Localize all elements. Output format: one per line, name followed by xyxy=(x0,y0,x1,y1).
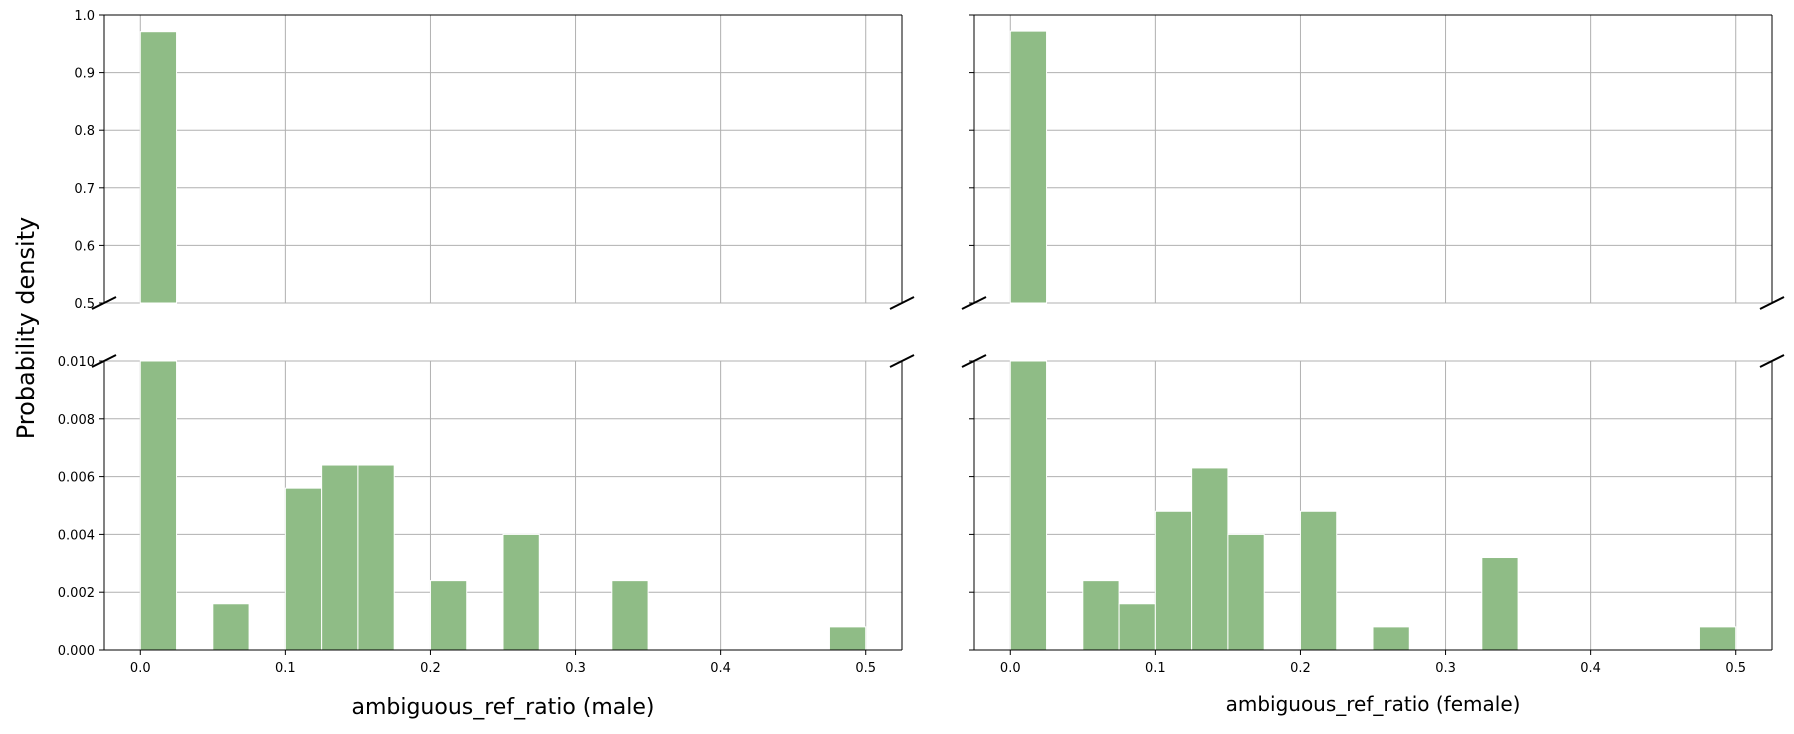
axis-break-mark xyxy=(1759,296,1785,310)
histogram-bar xyxy=(1299,510,1338,651)
left-bottom-axes: 0.000 0.002 0.004 0.006 0.008 0.010 xyxy=(58,354,915,659)
x-tick-label: 0.5 xyxy=(1725,661,1746,676)
histogram-bar xyxy=(828,626,867,651)
axis-break-mark xyxy=(961,354,987,368)
x-tick-label: 0.0 xyxy=(1000,661,1021,676)
histogram-bar xyxy=(1082,580,1120,651)
y-tick-label: 0.008 xyxy=(58,413,95,428)
histogram-bar xyxy=(1698,626,1737,651)
y-tick-label: 0.000 xyxy=(58,644,95,659)
y-tick-label: 0.6 xyxy=(74,239,95,254)
x-axis-label: ambiguous_ref_ratio (female) xyxy=(1226,692,1521,716)
histogram-bar xyxy=(1481,557,1519,651)
x-tick-label: 0.3 xyxy=(1435,661,1456,676)
histogram-bar xyxy=(357,464,395,651)
y-axis-label: Probability density xyxy=(12,217,40,440)
histogram-bar xyxy=(502,533,540,651)
x-tick-label: 0.2 xyxy=(1290,661,1311,676)
histogram-bar xyxy=(1118,603,1156,651)
right-top-axes xyxy=(961,14,1785,310)
x-tick-label: 0.5 xyxy=(855,661,876,676)
histogram-bar xyxy=(1227,533,1265,651)
y-tick-label: 0.010 xyxy=(58,355,95,370)
x-tick-label: 0.0 xyxy=(130,661,151,676)
histogram-bar xyxy=(139,31,178,304)
axis-break-mark xyxy=(889,296,915,310)
y-tick-label: 0.7 xyxy=(74,182,95,197)
histogram-bar xyxy=(429,580,468,651)
y-tick-label: 0.8 xyxy=(74,124,95,139)
left-top-axes: 0.5 0.6 0.7 0.8 0.9 1.0 xyxy=(74,9,915,312)
histogram-bar xyxy=(1191,467,1229,651)
axis-break-mark xyxy=(889,354,915,368)
panels-group: 0.50.60.70.80.91.00.0000.0020.0040.0060.… xyxy=(58,9,1785,720)
y-tick-label: 0.9 xyxy=(74,67,95,82)
x-axis-label: ambiguous_ref_ratio (male) xyxy=(351,695,654,720)
histogram-bar xyxy=(139,360,178,651)
panel-left: 0.50.60.70.80.91.00.0000.0020.0040.0060.… xyxy=(58,9,915,720)
histogram-bar xyxy=(1009,30,1048,304)
right-bottom-axes xyxy=(961,354,1785,651)
y-tick-label: 1.0 xyxy=(74,9,95,24)
x-tick-label: 0.2 xyxy=(420,661,441,676)
y-tick-label: 0.002 xyxy=(58,586,95,601)
y-tick-label: 0.004 xyxy=(58,528,95,543)
axis-break-mark xyxy=(91,354,117,368)
x-tick-label: 0.4 xyxy=(710,661,731,676)
histogram-bar xyxy=(1009,360,1048,651)
axis-break-mark xyxy=(961,296,987,310)
histogram-bar xyxy=(611,580,649,651)
panel-right: 0.0 0.1 0.2 0.3 0.4 0.5 ambiguous_ref_ratio (f… xyxy=(961,14,1785,716)
histogram-bar xyxy=(284,487,323,651)
axis-break-mark xyxy=(1759,354,1785,368)
histogram-bar xyxy=(321,464,359,651)
x-tick-label: 0.4 xyxy=(1580,661,1601,676)
x-tick-label: 0.1 xyxy=(1145,661,1166,676)
histogram-bar xyxy=(1154,510,1193,651)
x-tick-label: 0.3 xyxy=(565,661,586,676)
histogram-bar xyxy=(212,603,250,651)
x-tick-label: 0.1 xyxy=(275,661,296,676)
axis-break-mark xyxy=(91,296,117,310)
y-tick-label: 0.006 xyxy=(58,471,95,486)
histogram-bar xyxy=(1372,626,1410,651)
y-tick-label: 0.5 xyxy=(74,297,95,312)
